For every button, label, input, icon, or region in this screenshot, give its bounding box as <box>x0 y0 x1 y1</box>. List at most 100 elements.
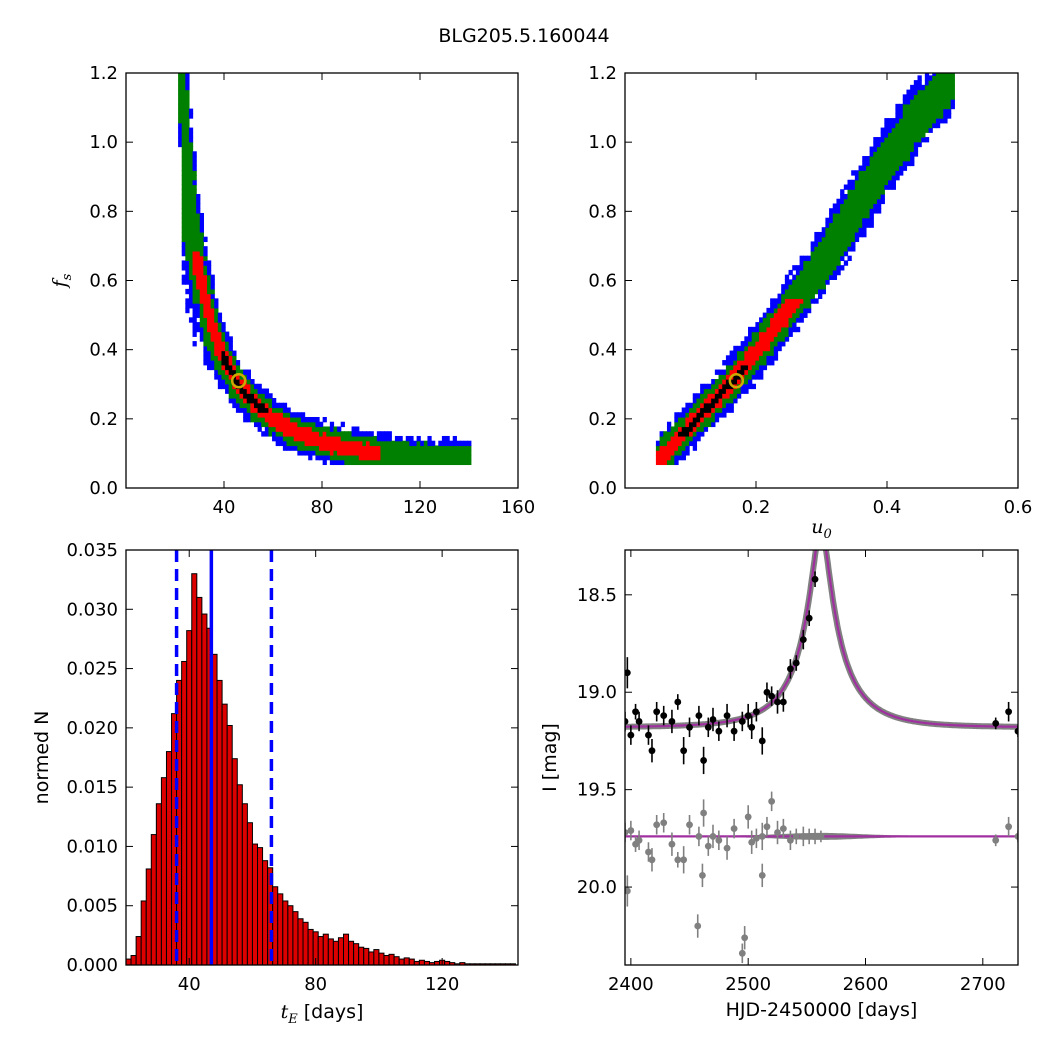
bin-3sigma <box>178 127 183 133</box>
bin-best <box>707 407 712 413</box>
residual-point <box>627 827 635 834</box>
bin-2sigma <box>744 374 749 380</box>
bin-1sigma <box>766 326 771 333</box>
bin-2sigma <box>696 402 701 409</box>
bin-2sigma <box>917 113 922 119</box>
bin-1sigma <box>762 336 768 342</box>
bin-2sigma <box>243 402 248 409</box>
bin-3sigma <box>744 336 749 342</box>
bin-2sigma <box>755 360 760 366</box>
bin-2sigma <box>869 160 874 167</box>
bin-3sigma <box>181 241 186 247</box>
bin-1sigma <box>203 293 208 299</box>
y-tick-label: 0.020 <box>66 718 118 739</box>
bin-2sigma <box>217 364 223 371</box>
bin-2sigma <box>736 350 742 356</box>
bin-2sigma <box>722 402 727 409</box>
residual-point <box>695 833 703 840</box>
bin-best <box>703 407 709 413</box>
bin-2sigma <box>821 260 826 266</box>
bin-2sigma <box>178 94 183 100</box>
bin-3sigma <box>196 203 201 209</box>
bin-2sigma <box>869 198 874 205</box>
bin-3sigma <box>722 369 727 375</box>
bin-3sigma <box>207 350 212 356</box>
bin-1sigma <box>293 435 298 442</box>
bin-2sigma <box>689 407 694 413</box>
bin-2sigma <box>821 241 826 247</box>
bin-3sigma <box>862 222 867 228</box>
bin-2sigma <box>181 170 186 176</box>
bin-1sigma <box>261 412 266 418</box>
bin-3sigma <box>199 227 204 233</box>
bin-2sigma <box>315 450 320 456</box>
bin-3sigma <box>806 255 812 262</box>
bin-2sigma <box>311 445 317 451</box>
bin-2sigma <box>895 127 900 133</box>
bin-3sigma <box>814 298 819 304</box>
bin-2sigma <box>818 250 823 257</box>
bin-1sigma <box>275 412 280 418</box>
bin-2sigma <box>781 331 786 337</box>
bin-1sigma <box>718 398 723 404</box>
bin-2sigma <box>840 241 845 247</box>
bin-2sigma <box>854 227 860 233</box>
bin-3sigma <box>862 165 867 171</box>
bin-2sigma <box>880 170 885 176</box>
bin-2sigma <box>308 445 313 451</box>
bin-2sigma <box>847 198 852 205</box>
bin-1sigma <box>207 303 212 309</box>
bin-3sigma <box>282 445 288 451</box>
data-point <box>1014 727 1018 735</box>
bin-best <box>685 431 690 437</box>
bin-2sigma <box>347 454 353 461</box>
bin-2sigma <box>322 426 327 432</box>
bin-1sigma <box>214 326 219 333</box>
bin-3sigma <box>910 151 915 157</box>
bin-2sigma <box>832 255 838 262</box>
bin-2sigma <box>880 175 885 181</box>
bin-1sigma <box>344 450 349 456</box>
bin-2sigma <box>416 440 421 447</box>
bin-2sigma <box>188 274 194 280</box>
bin-1sigma <box>308 426 313 432</box>
bin-2sigma <box>906 118 911 124</box>
bin-2sigma <box>181 137 186 143</box>
bin-2sigma <box>467 454 472 461</box>
bin-2sigma <box>203 336 208 342</box>
bin-2sigma <box>950 94 955 100</box>
bin-1sigma <box>199 293 204 299</box>
bin-2sigma <box>788 293 793 299</box>
bin-2sigma <box>246 402 251 409</box>
bin-2sigma <box>178 113 183 119</box>
bin-2sigma <box>888 151 893 157</box>
bin-2sigma <box>917 122 922 129</box>
bin-3sigma <box>913 84 919 91</box>
bin-3sigma <box>711 379 716 385</box>
bin-2sigma <box>319 426 324 432</box>
bin-1sigma <box>268 412 273 418</box>
bin-2sigma <box>192 274 197 280</box>
bin-2sigma <box>950 89 955 95</box>
bin-2sigma <box>843 231 849 238</box>
bin-2sigma <box>913 137 919 143</box>
bin-3sigma <box>185 80 190 86</box>
bin-3sigma <box>192 151 197 157</box>
bin-2sigma <box>181 203 186 209</box>
bin-3sigma <box>221 383 226 390</box>
bin-3sigma <box>799 265 804 271</box>
bin-3sigma <box>858 165 863 171</box>
bin-2sigma <box>858 203 863 209</box>
bin-1sigma <box>655 450 661 456</box>
bin-2sigma <box>762 350 768 356</box>
bin-2sigma <box>188 250 194 257</box>
bin-2sigma <box>895 132 900 138</box>
bin-2sigma <box>873 189 878 195</box>
bin-2sigma <box>681 440 686 447</box>
bin-1sigma <box>670 445 675 451</box>
bin-2sigma <box>766 350 771 356</box>
bin-1sigma <box>300 426 306 432</box>
bin-3sigma <box>891 184 896 190</box>
bin-2sigma <box>873 156 878 162</box>
bin-3sigma <box>884 122 889 129</box>
